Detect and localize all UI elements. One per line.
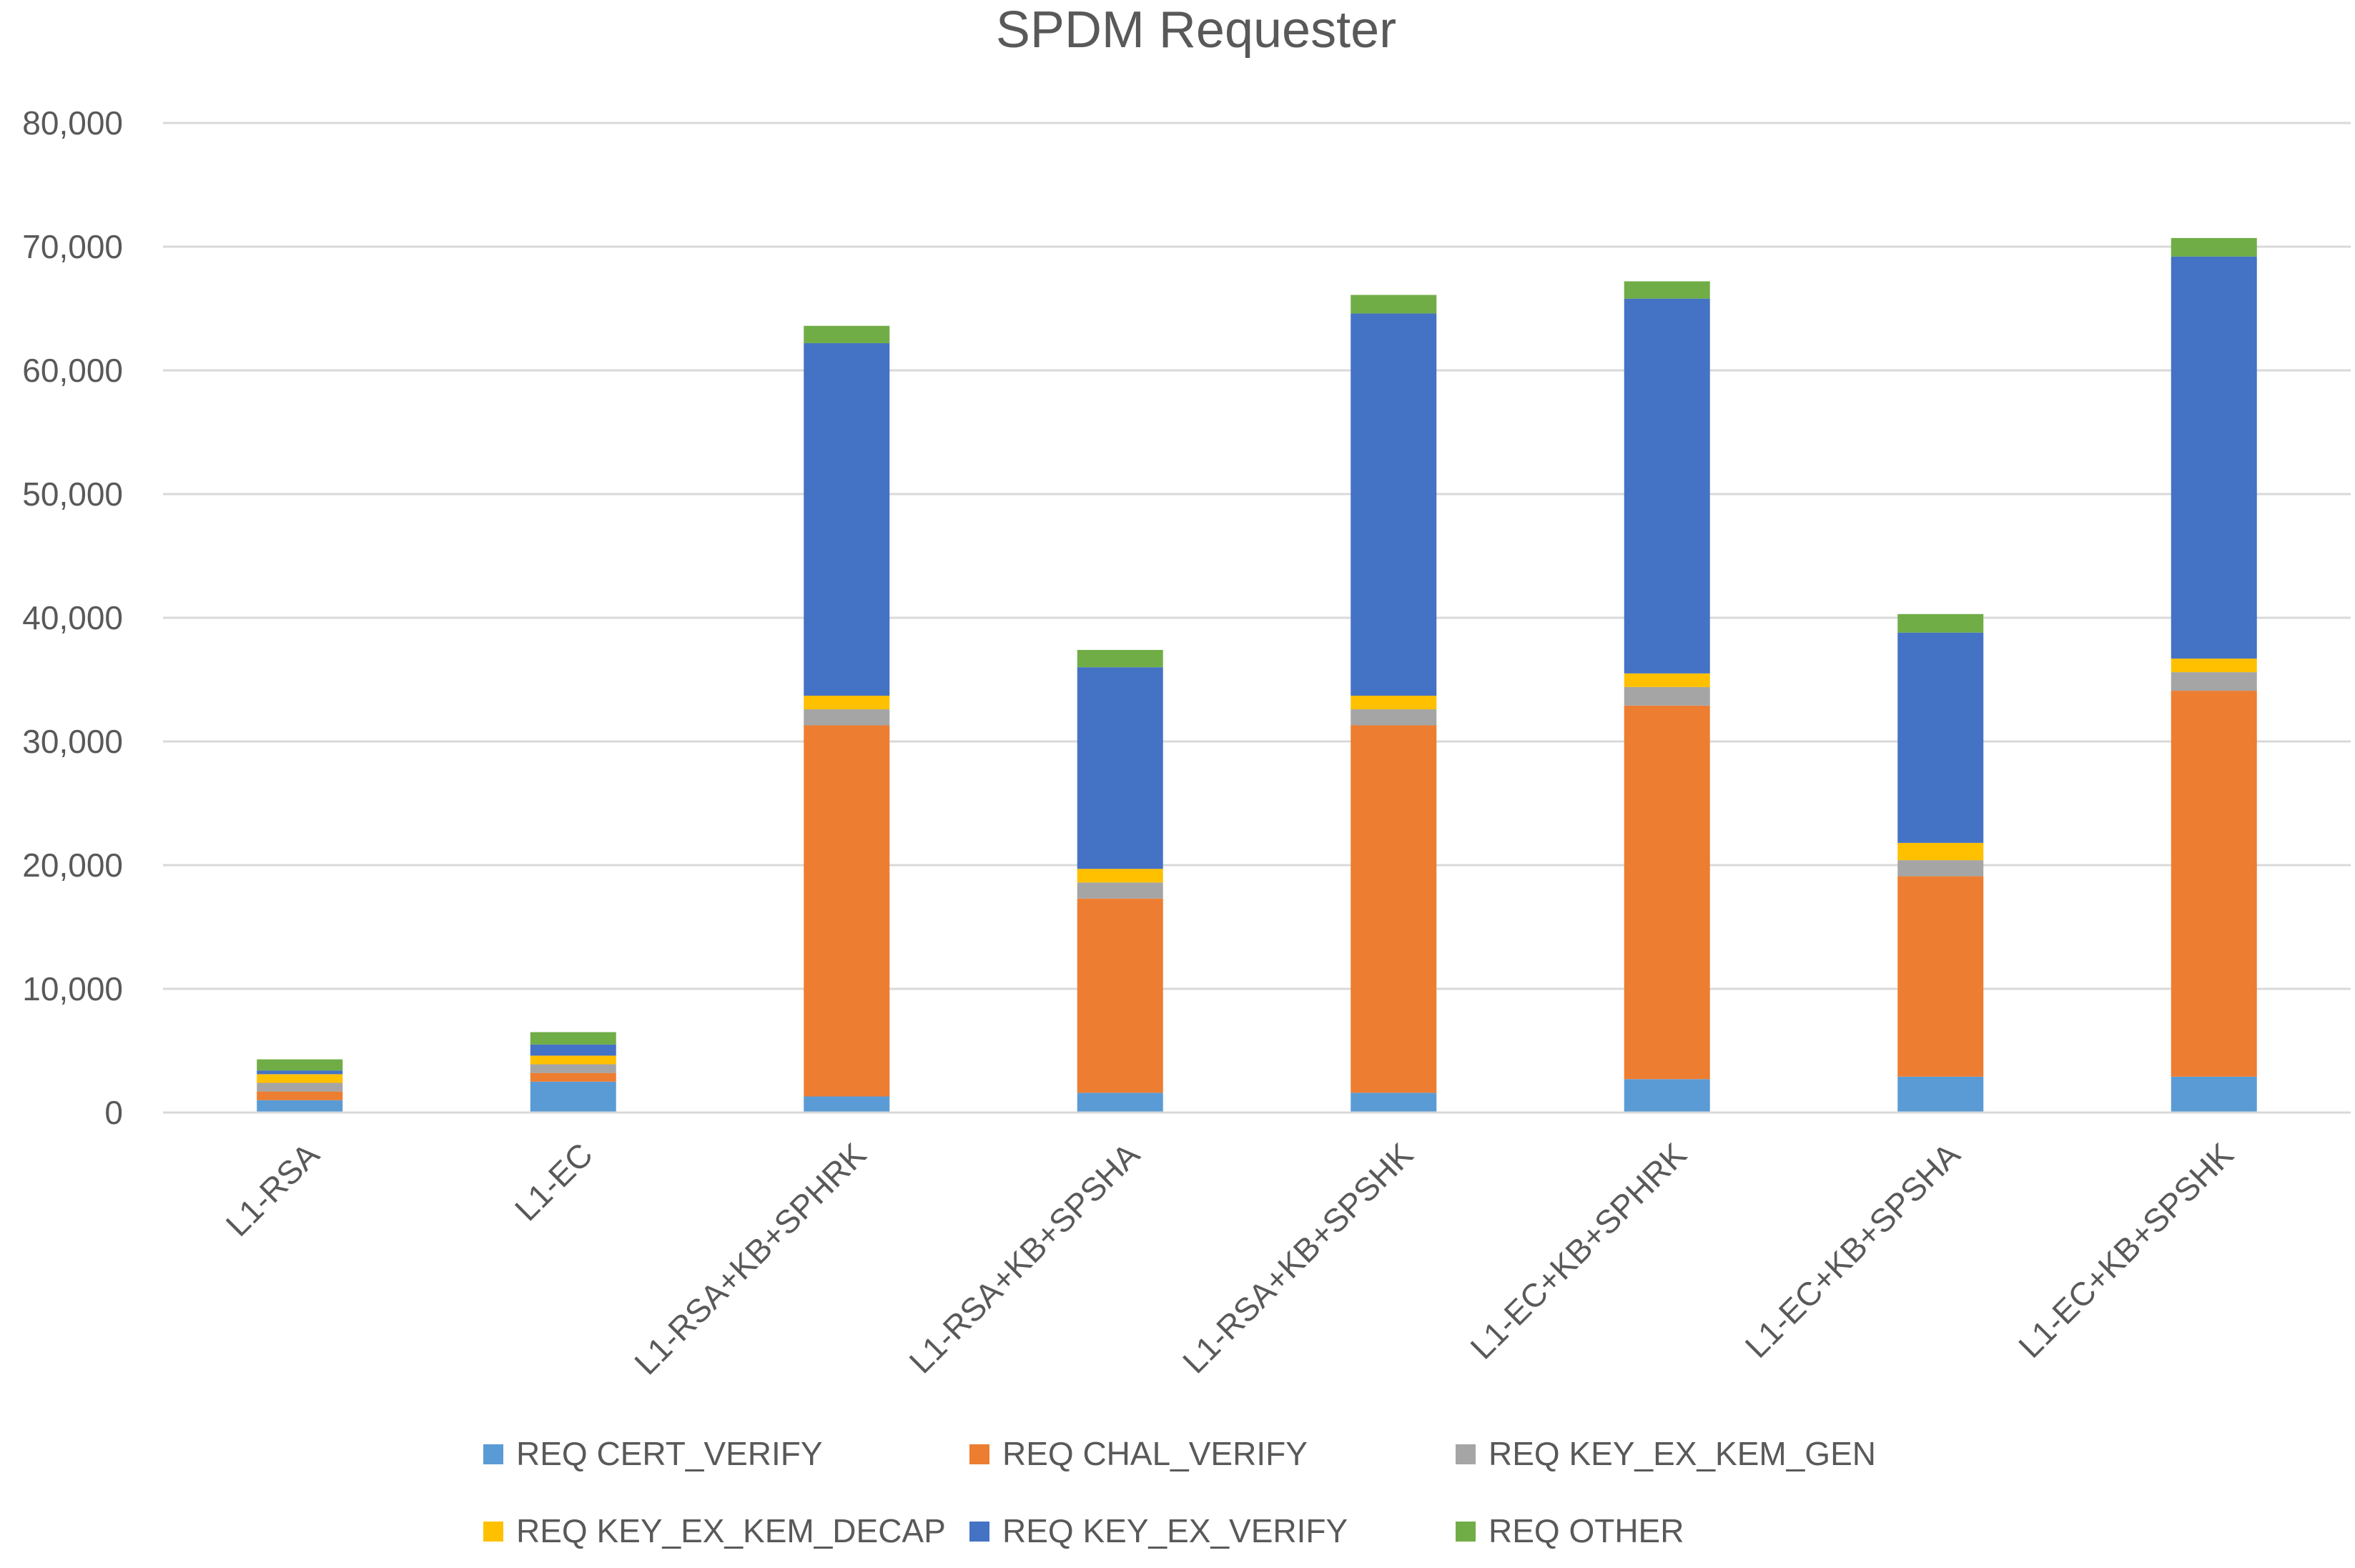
bar-segment xyxy=(257,1091,343,1100)
bar-segment xyxy=(2171,672,2257,691)
legend-swatch xyxy=(1456,1522,1476,1542)
bar-segment xyxy=(530,1055,616,1065)
bar-segment xyxy=(1077,882,1163,899)
bar-segment xyxy=(530,1044,616,1056)
bar-segment xyxy=(804,342,890,696)
legend-label: REQ OTHER xyxy=(1488,1512,1684,1549)
y-tick-label: 20,000 xyxy=(22,847,123,884)
bar-segment xyxy=(804,1096,890,1113)
gridlines xyxy=(163,122,2351,990)
bar-segment xyxy=(2171,691,2257,1077)
bar-segment xyxy=(530,1081,616,1113)
x-tick-label: L1-RSA xyxy=(219,1135,327,1243)
bar-segment xyxy=(1624,1079,1710,1113)
bar-segment xyxy=(1624,281,1710,299)
x-tick-label: L1-EC+KB+SPSHK xyxy=(2011,1135,2241,1365)
legend-label: REQ KEY_EX_KEM_GEN xyxy=(1488,1435,1876,1472)
legend: REQ CERT_VERIFY REQ CHAL_VERIFY REQ KEY_EX… xyxy=(483,1435,1876,1549)
bar-segment xyxy=(1351,709,1437,726)
bar-segment xyxy=(1624,705,1710,1080)
bar-segment xyxy=(1351,313,1437,696)
legend-swatch xyxy=(1456,1444,1476,1464)
bar-segment xyxy=(1897,842,1984,861)
bar-segment xyxy=(530,1073,616,1082)
bar-segment xyxy=(1351,695,1437,710)
bar-segment xyxy=(1624,673,1710,687)
bar-segment xyxy=(257,1070,343,1075)
y-tick-label: 10,000 xyxy=(22,970,123,1007)
x-tick-label: L1-EC xyxy=(508,1135,600,1228)
bar-segment xyxy=(1897,876,1984,1077)
bar-segment xyxy=(2171,237,2257,257)
bar-segment xyxy=(257,1083,343,1092)
y-tick-label: 60,000 xyxy=(22,352,123,389)
bar-segment xyxy=(1077,869,1163,883)
legend-swatch xyxy=(969,1444,989,1464)
bar-segment xyxy=(804,709,890,726)
bar-segment xyxy=(1624,686,1710,706)
legend-label: REQ CHAL_VERIFY xyxy=(1002,1435,1308,1472)
y-tick-label: 30,000 xyxy=(22,723,123,760)
bar-segment xyxy=(2171,659,2257,673)
bar-segment xyxy=(1351,725,1437,1093)
bar-segment xyxy=(1897,613,1984,633)
bar-segment xyxy=(257,1059,343,1071)
legend-swatch xyxy=(969,1522,989,1542)
bar-segment xyxy=(1077,1093,1163,1113)
x-axis: L1-RSA L1-EC L1-RSA+KB+SPHRK L1-RSA+KB+SPSH… xyxy=(219,1135,2241,1381)
bar-segment xyxy=(1351,295,1437,314)
legend-label: REQ CERT_VERIFY xyxy=(516,1435,823,1472)
bar-segment xyxy=(1077,667,1163,869)
bar-segment xyxy=(804,695,890,710)
bar-segment xyxy=(1077,649,1163,668)
legend-label: REQ KEY_EX_VERIFY xyxy=(1002,1512,1348,1549)
x-tick-label: L1-RSA+KB+SPHRK xyxy=(627,1135,873,1381)
x-tick-label: L1-EC+KB+SPSHA xyxy=(1738,1135,1968,1365)
bar-segment xyxy=(804,725,890,1097)
bar-segment xyxy=(2171,1076,2257,1113)
bar-segment xyxy=(1897,860,1984,877)
y-tick-label: 80,000 xyxy=(22,104,123,142)
bar-segment xyxy=(1897,632,1984,843)
y-tick-label: 0 xyxy=(104,1094,123,1131)
bar-segment xyxy=(804,325,890,343)
bar-segment xyxy=(2171,256,2257,659)
y-tick-label: 50,000 xyxy=(22,475,123,513)
bar-segment xyxy=(1077,898,1163,1093)
chart-title: SPDM Requester xyxy=(996,1,1396,59)
bar-segment xyxy=(530,1032,616,1045)
bar-segment xyxy=(530,1064,616,1073)
y-tick-label: 70,000 xyxy=(22,228,123,265)
bar-segment xyxy=(1351,1093,1437,1113)
x-tick-label: L1-RSA+KB+SPSHA xyxy=(902,1135,1147,1381)
bar-segment xyxy=(1624,298,1710,674)
y-axis: 0 10,000 20,000 30,000 40,000 50,000 60,000 70,… xyxy=(22,104,123,1131)
bars xyxy=(257,237,2257,1113)
legend-label: REQ KEY_EX_KEM_DECAP xyxy=(516,1512,946,1549)
legend-swatch xyxy=(483,1522,503,1542)
bar-segment xyxy=(1897,1076,1984,1113)
y-tick-label: 40,000 xyxy=(22,599,123,636)
bar-segment xyxy=(257,1100,343,1113)
legend-swatch xyxy=(483,1444,503,1464)
bar-segment xyxy=(257,1074,343,1083)
x-tick-label: L1-EC+KB+SPHRK xyxy=(1463,1135,1694,1366)
x-tick-label: L1-RSA+KB+SPSHK xyxy=(1175,1135,1421,1381)
